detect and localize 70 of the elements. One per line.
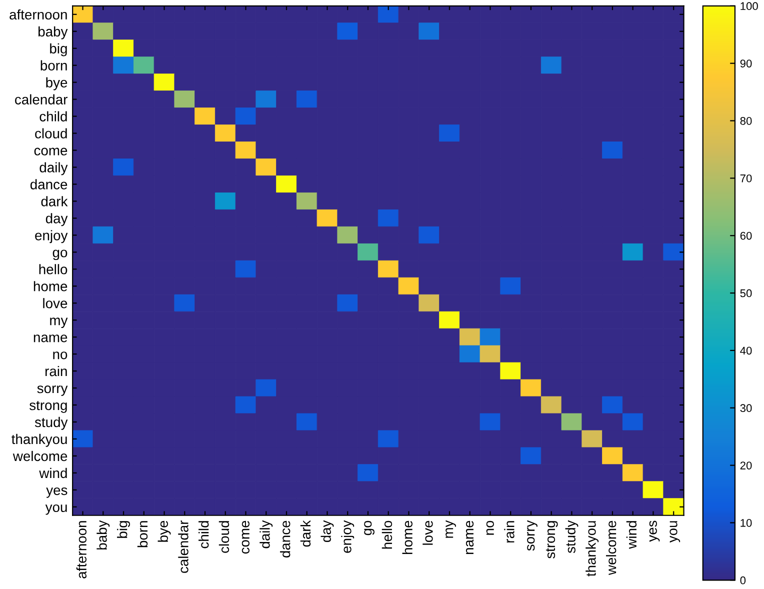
y-tick-label: come: [34, 148, 68, 156]
y-tick-label: baby: [38, 26, 68, 40]
x-tick-label: strong: [546, 521, 558, 558]
x-tick-label: yes: [649, 520, 660, 542]
y-tick-label: hello: [39, 264, 68, 274]
x-tick-label: hello: [382, 520, 392, 549]
y-tick-label: daily: [40, 162, 68, 176]
x-tick-label: born: [137, 521, 148, 548]
color-bar-label: 70: [740, 174, 752, 182]
y-tick-label: no: [53, 352, 68, 360]
x-tick-label: love: [422, 520, 433, 545]
x-tick-label: wind: [626, 521, 637, 549]
x-tick-label: you: [670, 521, 680, 543]
x-tick-label: calendar: [178, 520, 188, 573]
color-bar-label: 50: [740, 289, 752, 298]
x-tick-label: dark: [300, 520, 311, 547]
y-tick-label: my: [50, 318, 68, 328]
x-tick-label: baby: [96, 520, 110, 550]
y-tick-label: wind: [39, 468, 67, 478]
y-tick-label: strong: [30, 401, 67, 413]
y-tick-label: name: [34, 334, 68, 342]
y-tick-label: go: [52, 250, 68, 260]
x-tick-label: thankyou: [586, 521, 599, 576]
y-tick-label: calendar: [15, 94, 68, 104]
x-tick-label: welcome: [606, 520, 616, 576]
x-tick-label: come: [242, 520, 250, 554]
y-tick-label: rain: [45, 366, 67, 376]
x-tick-label: home: [402, 520, 412, 554]
y-tick-label: love: [43, 298, 68, 308]
color-bar-label: 30: [740, 404, 752, 412]
x-tick-label: sorry: [527, 520, 538, 551]
y-tick-label: day: [46, 213, 68, 226]
color-bar-label: 60: [740, 232, 752, 240]
x-tick-label: no: [486, 520, 494, 535]
x-tick-label: enjoy: [341, 520, 354, 553]
y-tick-label: welcome: [12, 450, 68, 462]
y-tick-label: sorry: [37, 386, 68, 396]
y-tick-label: born: [40, 60, 67, 70]
x-tick-label: rain: [504, 521, 514, 542]
y-tick-label: afternoon: [10, 9, 67, 20]
color-bar-label: 100: [740, 2, 758, 10]
x-tick-label: study: [565, 520, 578, 554]
y-tick-label: dark: [41, 196, 68, 206]
x-tick-label: daily: [260, 520, 273, 548]
y-tick-label: cloud: [35, 128, 67, 138]
x-tick-label: bye: [158, 520, 171, 542]
x-tick-label: cloud: [218, 521, 230, 553]
y-tick-label: thankyou: [12, 434, 67, 447]
y-tick-label: you: [45, 504, 67, 515]
y-tick-label: child: [40, 111, 67, 122]
y-tick-label: study: [34, 416, 68, 430]
y-tick-label: bye: [46, 77, 68, 90]
color-bar-label: 40: [740, 346, 752, 355]
color-bar-label: 20: [740, 462, 752, 470]
color-bar-label: 10: [740, 519, 752, 527]
color-bar-label: 80: [740, 117, 752, 125]
x-tick-label: name: [466, 520, 474, 554]
y-tick-label: dance: [30, 179, 68, 190]
x-tick-label: big: [117, 521, 130, 538]
x-tick-label: day: [320, 520, 334, 542]
x-tick-label: go: [364, 520, 374, 536]
x-tick-label: dance: [280, 520, 290, 558]
y-tick-label: home: [34, 281, 68, 292]
x-tick-label: child: [198, 521, 209, 548]
y-tick-label: big: [50, 43, 67, 56]
color-bar-label: 90: [740, 60, 752, 68]
x-tick-label: my: [446, 520, 456, 538]
y-tick-label: yes: [46, 487, 68, 498]
color-bar-label: 0: [740, 576, 746, 584]
y-tick-label: enjoy: [35, 230, 68, 244]
